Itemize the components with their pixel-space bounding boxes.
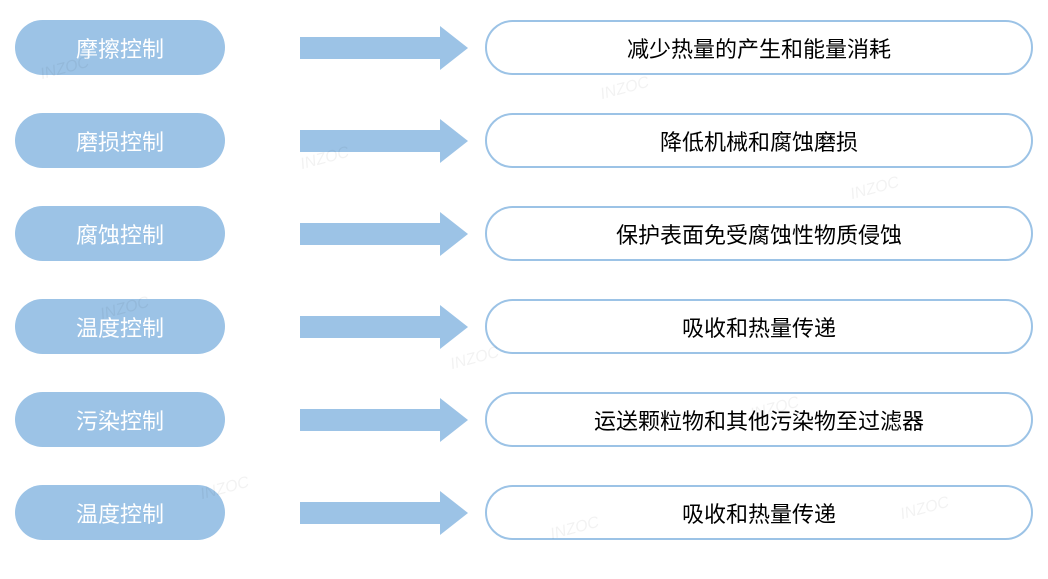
category-pill: 污染控制 (15, 392, 225, 447)
diagram-container: 摩擦控制 减少热量的产生和能量消耗 磨损控制 降低机械和腐蚀磨损 腐蚀控制 保护… (15, 20, 1033, 540)
diagram-row: 腐蚀控制 保护表面免受腐蚀性物质侵蚀 (15, 206, 1033, 261)
diagram-row: 摩擦控制 减少热量的产生和能量消耗 (15, 20, 1033, 75)
category-pill: 温度控制 (15, 485, 225, 540)
description-pill: 减少热量的产生和能量消耗 (485, 20, 1033, 75)
description-pill: 运送颗粒物和其他污染物至过滤器 (485, 392, 1033, 447)
description-pill: 保护表面免受腐蚀性物质侵蚀 (485, 206, 1033, 261)
arrow-icon (270, 37, 470, 59)
arrow-icon (270, 316, 470, 338)
description-pill: 吸收和热量传递 (485, 485, 1033, 540)
diagram-row: 温度控制 吸收和热量传递 (15, 485, 1033, 540)
diagram-row: 污染控制 运送颗粒物和其他污染物至过滤器 (15, 392, 1033, 447)
category-pill: 磨损控制 (15, 113, 225, 168)
diagram-row: 温度控制 吸收和热量传递 (15, 299, 1033, 354)
arrow-icon (270, 223, 470, 245)
arrow-icon (270, 409, 470, 431)
category-pill: 摩擦控制 (15, 20, 225, 75)
arrow-icon (270, 502, 470, 524)
arrow-icon (270, 130, 470, 152)
category-pill: 腐蚀控制 (15, 206, 225, 261)
description-pill: 吸收和热量传递 (485, 299, 1033, 354)
diagram-row: 磨损控制 降低机械和腐蚀磨损 (15, 113, 1033, 168)
description-pill: 降低机械和腐蚀磨损 (485, 113, 1033, 168)
category-pill: 温度控制 (15, 299, 225, 354)
